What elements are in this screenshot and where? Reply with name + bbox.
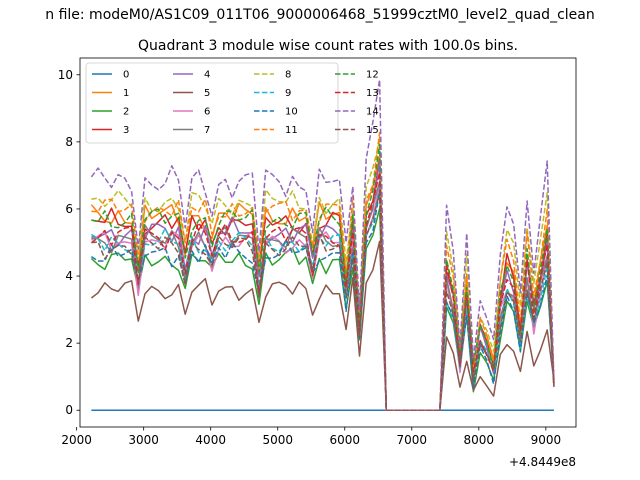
legend-label-10: 10	[285, 107, 298, 118]
y-tick-label: 10	[58, 68, 73, 82]
series-line-12	[91, 143, 555, 411]
series-line-14	[90, 79, 555, 411]
y-tick-label: 8	[65, 135, 73, 149]
series-line-2	[90, 207, 555, 411]
y-tick-label: 2	[65, 336, 73, 350]
series-line-5	[90, 240, 555, 411]
x-tick-label: 9000	[531, 433, 562, 447]
x-tick-label: 6000	[329, 433, 360, 447]
x-tick-label: 5000	[262, 433, 293, 447]
legend-label-0: 0	[123, 70, 129, 81]
series-line-11	[91, 131, 555, 411]
legend-label-13: 13	[366, 88, 379, 99]
x-tick-label: 7000	[397, 433, 428, 447]
x-tick-label: 4000	[195, 433, 226, 447]
legend-label-9: 9	[285, 88, 291, 99]
y-tick-label: 6	[65, 202, 73, 216]
y-tick-label: 0	[65, 403, 73, 417]
x-tick-label: 3000	[128, 433, 159, 447]
chart-title: Quadrant 3 module wise count rates with …	[138, 38, 518, 54]
legend-label-15: 15	[366, 125, 379, 136]
legend-label-8: 8	[285, 70, 291, 81]
legend-label-11: 11	[285, 125, 298, 136]
y-tick-label: 4	[65, 269, 73, 283]
legend-label-4: 4	[204, 70, 210, 81]
legend-label-12: 12	[366, 70, 379, 81]
legend-label-5: 5	[204, 88, 210, 99]
x-tick-label: 2000	[61, 433, 92, 447]
x-offset-label: +4.8449e8	[509, 455, 576, 469]
axes-frame	[79, 57, 577, 428]
legend-label-1: 1	[123, 88, 129, 99]
legend-label-3: 3	[123, 125, 129, 136]
chart-suptitle: n file: modeM0/AS1C09_011T06_9000006468_…	[45, 7, 594, 23]
x-tick-label: 8000	[464, 433, 495, 447]
legend-label-7: 7	[204, 125, 210, 136]
legend-label-14: 14	[366, 107, 379, 118]
legend-label-2: 2	[123, 107, 129, 118]
series-line-15	[91, 192, 555, 411]
legend-label-6: 6	[204, 107, 210, 118]
series-line-13	[90, 171, 555, 411]
legend-frame	[85, 62, 339, 144]
